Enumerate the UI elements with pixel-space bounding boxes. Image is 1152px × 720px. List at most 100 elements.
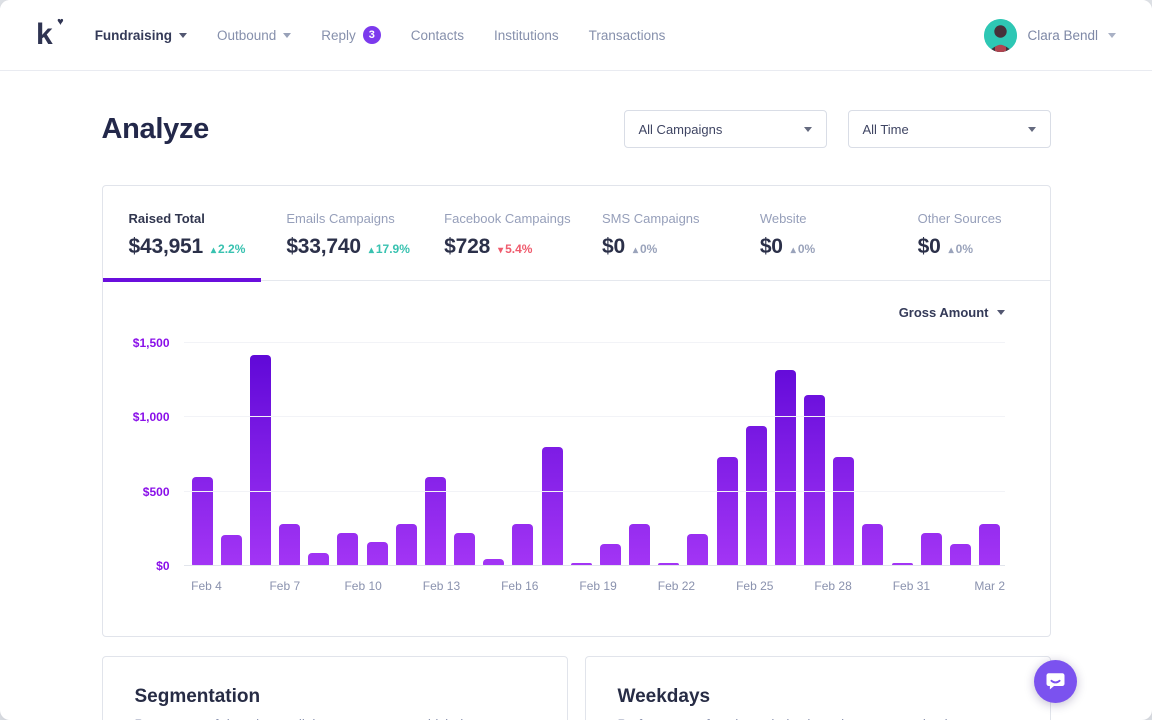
x-axis-tick-label: Feb 19: [579, 579, 617, 593]
bar-22: [804, 395, 826, 566]
bar-1: [191, 477, 213, 566]
bar-6: [337, 533, 359, 566]
nav-item-contacts[interactable]: Contacts: [411, 28, 464, 43]
nav-item-label: Transactions: [588, 27, 666, 43]
segmentation-title: Segmentation: [134, 686, 261, 707]
y-axis-tick-label: $500: [142, 484, 170, 499]
nav-item-label: Outbound: [216, 27, 277, 43]
stat-value-row: $43,951 ▴ 2.2%: [129, 235, 261, 259]
bottom-cards: Segmentation Percentage of donations spl…: [101, 656, 1051, 720]
stat-value-row: $0 ▴ 0%: [602, 235, 734, 259]
bar-15: [599, 544, 621, 566]
heart-icon: ♥: [57, 16, 64, 28]
stat-tab-facebook-campaings[interactable]: Facebook Campaings $728 ▾ 5.4%: [418, 186, 576, 280]
gridline-1-500: [183, 342, 1005, 343]
bar-20: [745, 426, 767, 566]
stat-label: Facebook Campaings: [444, 211, 571, 226]
top-navigation: k ♥ Fundraising Outbound Reply 3 Contacts Inst…: [0, 0, 1152, 71]
segmentation-card: Segmentation Percentage of donations spl…: [101, 656, 568, 720]
nav-item-fundraising[interactable]: Fundraising: [95, 28, 187, 43]
x-axis-tick-label: Feb 7: [269, 579, 301, 593]
chart-metric-label: Gross Amount: [898, 305, 989, 320]
chevron-down-icon: [996, 310, 1005, 315]
logo-letter: k: [36, 18, 53, 51]
bar-14: [570, 563, 592, 566]
chat-launcher-button[interactable]: [1034, 660, 1077, 703]
kindful-logo[interactable]: k ♥: [36, 17, 64, 51]
bar-23: [833, 457, 855, 566]
stat-value: $728: [444, 235, 491, 258]
stat-tab-emails-campaigns[interactable]: Emails Campaigns $33,740 ▴ 17.9%: [260, 186, 418, 280]
bar-2: [220, 535, 242, 566]
stat-delta-value: 17.9%: [375, 242, 410, 256]
x-axis-labels: Feb 4 Feb 7 Feb 10 Feb 13 Feb 16 Feb 19 Feb 22…: [184, 579, 1005, 595]
bar-chart-plot: Feb 4 Feb 7 Feb 10 Feb 13 Feb 16 Feb 19 Feb 22…: [133, 336, 1005, 593]
stat-value-row: $0 ▴ 0%: [918, 235, 1050, 259]
weekdays-title: Weekdays: [617, 686, 711, 707]
x-axis-tick-label: Feb 13: [422, 579, 461, 593]
chart-metric-select[interactable]: Gross Amount: [899, 305, 1005, 320]
user-name: Clara Bendl: [1027, 27, 1098, 43]
nav-item-label: Reply: [321, 27, 356, 43]
bar-17: [658, 563, 680, 566]
arrow-down-icon: ▾: [498, 245, 504, 256]
bar-18: [687, 534, 709, 566]
bar-10: [454, 533, 476, 566]
chevron-down-icon: [178, 32, 187, 38]
filters: All Campaigns All Time: [623, 110, 1051, 148]
campaigns-filter-select[interactable]: All Campaigns: [623, 110, 827, 148]
nav-item-transactions[interactable]: Transactions: [589, 28, 666, 43]
stat-tab-sms-campaigns[interactable]: SMS Campaigns $0 ▴ 0%: [576, 186, 734, 280]
nav-item-institutions[interactable]: Institutions: [494, 28, 559, 43]
y-axis-tick-label: $1,000: [132, 410, 170, 425]
reply-count-badge: 3: [362, 26, 381, 44]
analytics-panel: Raised Total $43,951 ▴ 2.2% Emails Campaigns…: [101, 185, 1051, 637]
campaigns-filter-value: All Campaigns: [638, 121, 723, 137]
bar-5: [308, 553, 330, 566]
arrow-up-icon: ▴: [211, 245, 217, 256]
bar-24: [862, 524, 884, 566]
stat-delta: ▾ 5.4%: [498, 242, 532, 256]
stat-tab-website[interactable]: Website $0 ▴ 0%: [734, 186, 892, 280]
bar-27: [949, 544, 971, 566]
time-filter-select[interactable]: All Time: [847, 110, 1051, 148]
chevron-down-icon: [1027, 126, 1036, 132]
nav-item-outbound[interactable]: Outbound: [216, 27, 292, 43]
bar-13: [541, 447, 563, 566]
y-axis-tick-label: $1,500: [132, 336, 170, 350]
bar-9: [424, 477, 446, 566]
stat-delta: ▴ 17.9%: [369, 242, 410, 256]
stat-value-row: $0 ▴ 0%: [760, 235, 892, 259]
stat-label: Other Sources: [917, 211, 1002, 226]
avatar-photo: [984, 18, 1018, 52]
stat-delta-value: 0%: [639, 242, 658, 256]
stat-value: $0: [759, 235, 783, 258]
nav-item-label: Institutions: [494, 27, 559, 43]
bar-8: [395, 524, 417, 566]
stat-delta-value: 0%: [797, 242, 816, 256]
bar-3: [249, 355, 271, 566]
bar-12: [512, 524, 534, 566]
stat-delta: ▴ 0%: [791, 242, 815, 256]
bar-26: [920, 533, 942, 566]
x-axis-tick-label: Feb 4: [191, 579, 222, 593]
bar-4: [279, 524, 301, 566]
stat-tab-raised-total[interactable]: Raised Total $43,951 ▴ 2.2%: [103, 186, 261, 280]
chevron-down-icon: [283, 32, 292, 38]
arrow-up-icon: ▴: [632, 245, 638, 256]
user-menu[interactable]: Clara Bendl: [984, 18, 1116, 52]
time-filter-value: All Time: [862, 121, 909, 137]
chat-bubble-icon: [1046, 673, 1065, 690]
stat-label: SMS Campaigns: [601, 211, 700, 226]
stat-delta-value: 2.2%: [218, 242, 246, 256]
segmentation-subtitle: Percentage of donations split between so…: [135, 717, 535, 720]
arrow-up-icon: ▴: [790, 245, 796, 256]
nav-item-label: Contacts: [410, 27, 465, 43]
bar-16: [629, 524, 651, 566]
avatar: [984, 18, 1018, 52]
x-axis-tick-label: Mar 2: [974, 579, 1006, 593]
stat-tab-other-sources[interactable]: Other Sources $0 ▴ 0%: [892, 186, 1050, 280]
nav-item-reply[interactable]: Reply 3: [321, 26, 381, 44]
gridline-0: [183, 565, 1005, 566]
